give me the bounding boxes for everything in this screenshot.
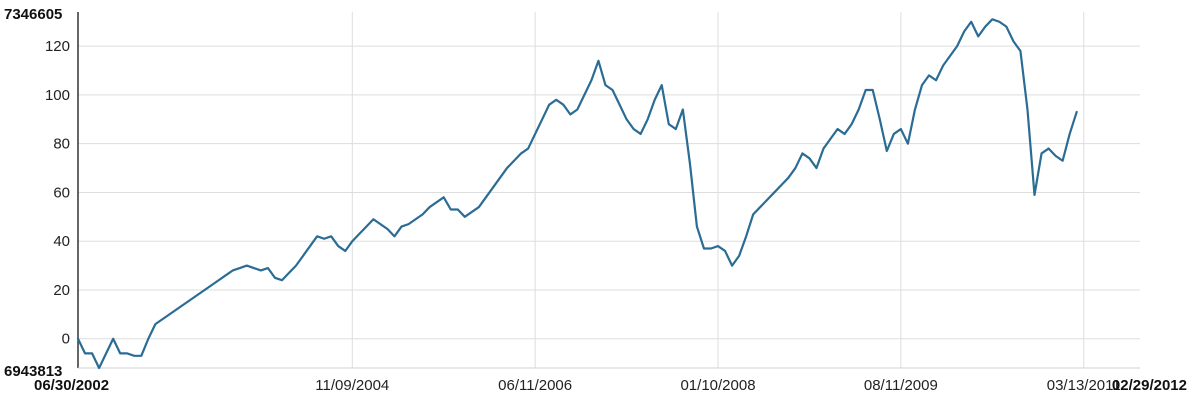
axis-layer — [77, 12, 1140, 369]
x-tick-label-6: 02/29/2012 — [1112, 377, 1187, 394]
y-bottom-boundary-label: 6943813 — [4, 363, 62, 380]
x-tick-label-4: 08/11/2009 — [864, 377, 938, 394]
x-tick-label-3: 01/10/2008 — [680, 377, 755, 394]
y-top-boundary-label: 7346605 — [4, 6, 62, 23]
y-tick-label-20: 20 — [53, 282, 70, 299]
y-tick-label-0: 0 — [62, 331, 70, 348]
x-tick-label-5: 03/13/2011 — [1047, 377, 1121, 394]
label-layer: 0 20 40 60 80 100 120 06/30/2002 11/09/2004 06/11… — [4, 6, 1187, 394]
y-tick-label-120: 120 — [45, 38, 70, 55]
y-tick-label-100: 100 — [45, 87, 70, 104]
x-tick-label-0: 06/30/2002 — [34, 377, 109, 394]
series-layer — [76, 18, 1078, 370]
y-tick-label-40: 40 — [53, 233, 70, 250]
grid-layer — [78, 12, 1140, 368]
y-tick-label-80: 80 — [53, 136, 70, 153]
series-line — [76, 18, 1078, 370]
y-tick-label-60: 60 — [53, 184, 70, 201]
x-tick-label-1: 11/09/2004 — [315, 377, 389, 394]
x-tick-label-2: 06/11/2006 — [498, 377, 572, 394]
